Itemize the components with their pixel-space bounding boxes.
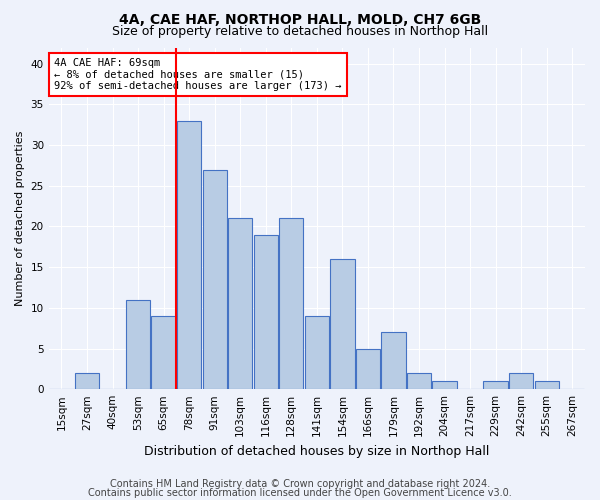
Text: 4A, CAE HAF, NORTHOP HALL, MOLD, CH7 6GB: 4A, CAE HAF, NORTHOP HALL, MOLD, CH7 6GB (119, 12, 481, 26)
Bar (305, 316, 329, 389)
Bar (228, 218, 253, 389)
Bar (126, 300, 150, 389)
Bar (535, 381, 559, 389)
Bar (330, 259, 355, 389)
Bar (382, 332, 406, 389)
Text: 4A CAE HAF: 69sqm
← 8% of detached houses are smaller (15)
92% of semi-detached : 4A CAE HAF: 69sqm ← 8% of detached house… (54, 58, 341, 91)
Y-axis label: Number of detached properties: Number of detached properties (15, 130, 25, 306)
Bar (484, 381, 508, 389)
Text: Contains public sector information licensed under the Open Government Licence v3: Contains public sector information licen… (88, 488, 512, 498)
Bar (203, 170, 227, 389)
Bar (509, 373, 533, 389)
Bar (151, 316, 176, 389)
Text: Size of property relative to detached houses in Northop Hall: Size of property relative to detached ho… (112, 25, 488, 38)
Bar (254, 234, 278, 389)
Bar (75, 373, 99, 389)
X-axis label: Distribution of detached houses by size in Northop Hall: Distribution of detached houses by size … (144, 444, 490, 458)
Bar (356, 348, 380, 389)
Bar (407, 373, 431, 389)
Bar (279, 218, 304, 389)
Bar (177, 120, 201, 389)
Text: Contains HM Land Registry data © Crown copyright and database right 2024.: Contains HM Land Registry data © Crown c… (110, 479, 490, 489)
Bar (433, 381, 457, 389)
